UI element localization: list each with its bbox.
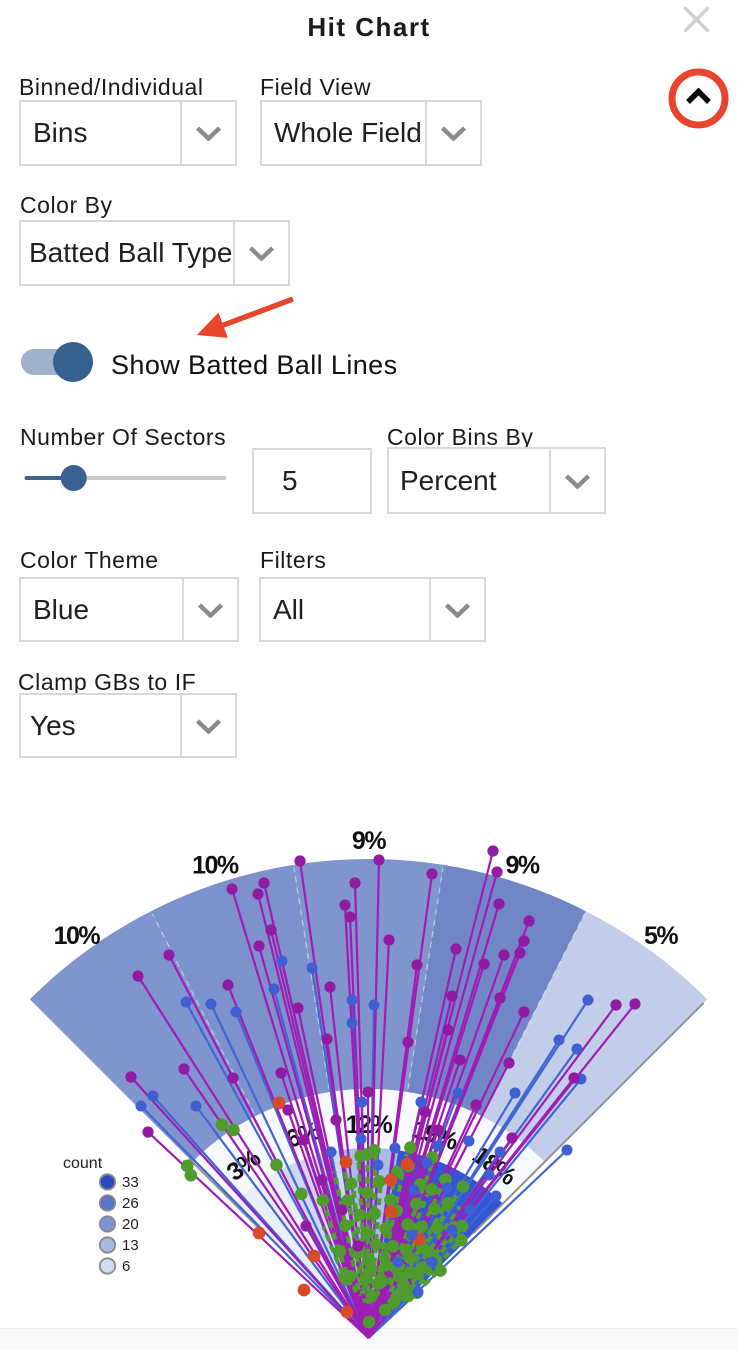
svg-text:20: 20 — [122, 1216, 139, 1233]
svg-text:10%: 10% — [54, 922, 101, 950]
svg-text:5%: 5% — [644, 922, 678, 950]
svg-text:9%: 9% — [506, 851, 540, 879]
svg-text:13: 13 — [122, 1237, 139, 1254]
svg-text:26: 26 — [122, 1195, 139, 1212]
svg-text:count: count — [63, 1155, 103, 1172]
svg-text:10%: 10% — [192, 851, 239, 879]
svg-text:33: 33 — [122, 1174, 139, 1191]
svg-text:9%: 9% — [352, 827, 386, 855]
svg-text:6: 6 — [122, 1258, 130, 1275]
svg-text:12%: 12% — [346, 1111, 393, 1139]
